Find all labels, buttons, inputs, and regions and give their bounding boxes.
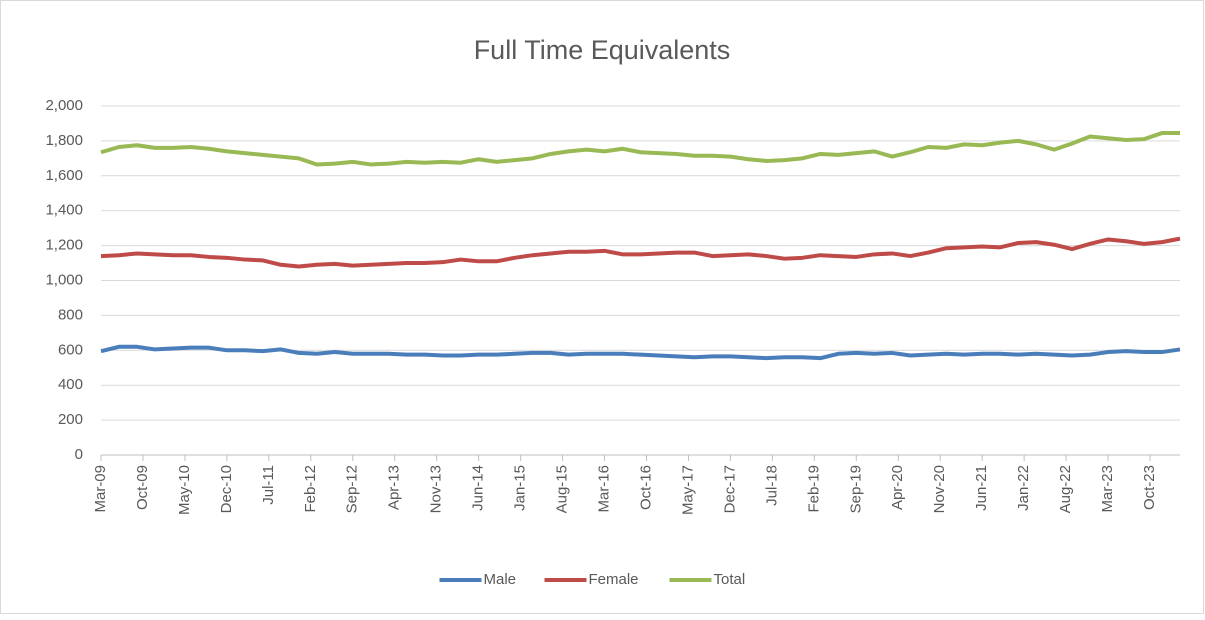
x-tick-label: Aug-15 <box>554 465 571 513</box>
x-tick-label: Jun-14 <box>470 465 487 511</box>
line-series <box>100 236 1181 269</box>
x-tick-label: Jul-11 <box>260 465 277 505</box>
x-tick-label: Oct-16 <box>637 465 654 510</box>
y-tick-label: 0 <box>75 446 83 463</box>
x-tick-label: Apr-13 <box>386 465 403 510</box>
x-tick-label: Dec-10 <box>218 465 235 513</box>
y-tick-label: 1,200 <box>45 237 83 254</box>
legend-label: Total <box>714 571 746 588</box>
y-tick-label: 1,400 <box>45 202 83 219</box>
x-tick-label: Jan-22 <box>1015 465 1032 511</box>
x-tick-label: Jan-15 <box>512 465 529 511</box>
x-tick-label: Dec-17 <box>721 465 738 513</box>
line-series <box>100 131 1180 167</box>
y-tick-label: 2,000 <box>45 97 83 114</box>
x-tick-label: Nov-20 <box>931 465 948 513</box>
line-series <box>100 344 1181 361</box>
x-tick-label: Apr-20 <box>889 465 906 510</box>
x-tick-label: Mar-09 <box>92 465 109 513</box>
x-tick-label: Feb-12 <box>302 465 319 513</box>
legend-label: Female <box>589 571 639 588</box>
x-tick-label: Jun-21 <box>973 465 990 511</box>
x-tick-label: Oct-09 <box>134 465 151 510</box>
x-tick-label: Sep-12 <box>344 465 361 513</box>
y-tick-label: 1,600 <box>45 167 83 184</box>
chart-title: Full Time Equivalents <box>474 35 731 65</box>
y-tick-label: 1,000 <box>45 271 83 288</box>
x-tick-label: May-10 <box>176 465 193 515</box>
x-tick-label: Mar-23 <box>1099 465 1116 513</box>
x-tick-label: Feb-19 <box>805 465 822 513</box>
x-tick-label: Aug-22 <box>1057 465 1074 513</box>
y-tick-label: 400 <box>58 376 83 393</box>
x-tick-label: May-17 <box>679 465 696 515</box>
legend-label: Male <box>484 571 517 588</box>
y-tick-label: 200 <box>58 411 83 428</box>
y-tick-label: 800 <box>58 306 83 323</box>
x-tick-label: Oct-23 <box>1141 465 1158 510</box>
x-tick-label: Sep-19 <box>847 465 864 513</box>
y-tick-label: 600 <box>58 341 83 358</box>
x-tick-label: Jul-18 <box>763 465 780 506</box>
y-tick-label: 1,800 <box>45 132 83 149</box>
x-tick-label: Mar-16 <box>596 465 613 513</box>
x-tick-label: Nov-13 <box>428 465 445 513</box>
